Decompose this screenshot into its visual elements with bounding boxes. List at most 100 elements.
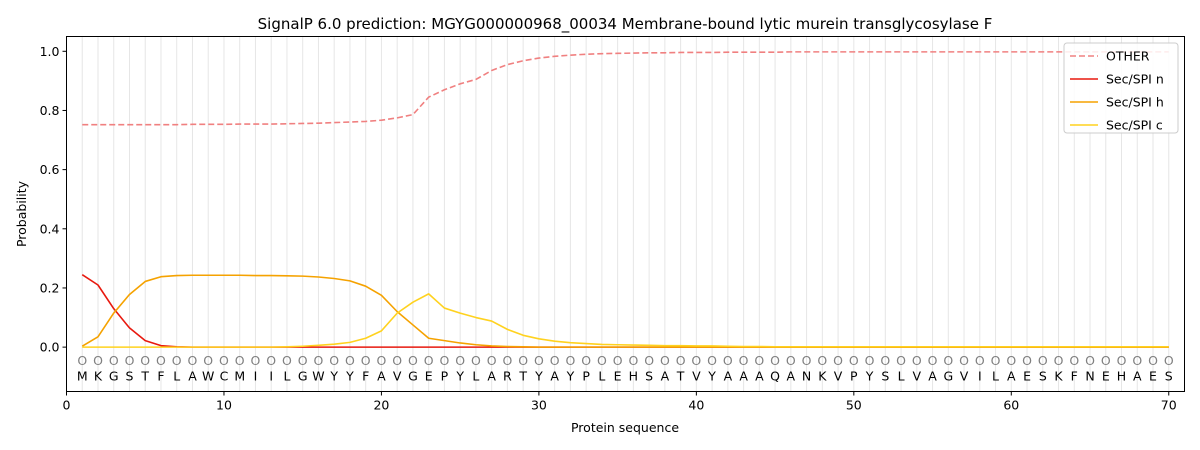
legend-label: Sec/SPI h — [1106, 95, 1164, 110]
residue-label: I — [254, 369, 258, 384]
residue-label: S — [881, 369, 889, 384]
residue-label: M — [234, 369, 245, 384]
region-label: O — [1132, 353, 1142, 368]
region-label: O — [786, 353, 796, 368]
x-tick-label: 30 — [531, 398, 547, 413]
region-label: O — [534, 353, 544, 368]
region-label: O — [408, 353, 418, 368]
residue-label: Q — [770, 369, 780, 384]
x-tick-label: 10 — [216, 398, 232, 413]
residue-label: F — [157, 369, 164, 384]
region-label: O — [219, 353, 229, 368]
region-label: O — [581, 353, 591, 368]
residue-label: S — [645, 369, 653, 384]
residue-label: A — [724, 369, 733, 384]
region-label: O — [754, 353, 764, 368]
residue-label: A — [1133, 369, 1142, 384]
region-label: O — [770, 353, 780, 368]
residue-label: P — [582, 369, 590, 384]
region-label: O — [439, 353, 449, 368]
region-label: O — [140, 353, 150, 368]
x-tick-label: 60 — [1003, 398, 1019, 413]
series-line-other — [82, 51, 1169, 126]
residue-label: L — [283, 369, 290, 384]
residue-label: G — [109, 369, 119, 384]
region-label: O — [502, 353, 512, 368]
residue-label: K — [94, 369, 103, 384]
region-label: O — [565, 353, 575, 368]
y-tick-label: 0.2 — [40, 280, 60, 295]
legend-box — [1063, 42, 1179, 134]
residue-label: K — [1054, 369, 1063, 384]
residue-label: G — [408, 369, 418, 384]
series-line-sec-spi-c — [82, 293, 1169, 348]
residue-label: Y — [566, 369, 575, 384]
region-label: O — [739, 353, 749, 368]
plot-frame — [66, 36, 1185, 392]
x-tick-label: 50 — [846, 398, 862, 413]
series-layer — [81, 51, 1169, 348]
residue-label: Y — [329, 369, 338, 384]
residue-label: V — [393, 369, 402, 384]
region-label: O — [93, 353, 103, 368]
region-label: O — [1101, 353, 1111, 368]
x-axis-label: Protein sequence — [571, 420, 679, 435]
residue-label: A — [928, 369, 937, 384]
residue-label: W — [312, 369, 324, 384]
residue-label: M — [77, 369, 88, 384]
residue-label: A — [787, 369, 796, 384]
residue-label: L — [992, 369, 999, 384]
residue-label: I — [269, 369, 273, 384]
region-label: O — [991, 353, 1001, 368]
region-label: O — [1148, 353, 1158, 368]
legend-label: OTHER — [1106, 49, 1150, 64]
y-axis-label: Probability — [14, 180, 29, 247]
region-label: O — [298, 353, 308, 368]
residue-label: Y — [865, 369, 874, 384]
region-label: O — [518, 353, 528, 368]
region-label: O — [424, 353, 434, 368]
region-label: O — [644, 353, 654, 368]
residue-label: I — [978, 369, 982, 384]
region-label: O — [188, 353, 198, 368]
residue-label: N — [1085, 369, 1094, 384]
residue-label: K — [818, 369, 827, 384]
region-label: O — [361, 353, 371, 368]
residue-label: Y — [534, 369, 543, 384]
region-label: O — [817, 353, 827, 368]
residue-label: L — [598, 369, 605, 384]
legend: OTHER Sec/SPI n Sec/SPI h Sec/SPI c — [1063, 42, 1179, 134]
region-label: O — [896, 353, 906, 368]
y-tick-label: 1.0 — [40, 44, 60, 59]
residue-label: E — [1102, 369, 1110, 384]
region-label: O — [691, 353, 701, 368]
residue-label: G — [298, 369, 308, 384]
region-label: O — [880, 353, 890, 368]
region-label: O — [1069, 353, 1079, 368]
residue-label: Y — [345, 369, 354, 384]
region-label: O — [707, 353, 717, 368]
region-label: O — [660, 353, 670, 368]
residue-label: T — [518, 369, 527, 384]
region-label: O — [156, 353, 166, 368]
residue-label: P — [441, 369, 449, 384]
region-label: O — [125, 353, 135, 368]
region-label: O — [77, 353, 87, 368]
x-tick-label: 40 — [688, 398, 704, 413]
residue-label: Y — [455, 369, 464, 384]
region-label: O — [471, 353, 481, 368]
region-label: O — [1022, 353, 1032, 368]
region-label: O — [597, 353, 607, 368]
residue-label: L — [472, 369, 479, 384]
region-label: O — [849, 353, 859, 368]
region-label: O — [329, 353, 339, 368]
y-tick-label: 0.4 — [40, 221, 60, 236]
residue-label: H — [1117, 369, 1126, 384]
region-label: O — [251, 353, 261, 368]
region-label: O — [1038, 353, 1048, 368]
residue-label: L — [173, 369, 180, 384]
residue-label: A — [1007, 369, 1016, 384]
region-label: O — [959, 353, 969, 368]
